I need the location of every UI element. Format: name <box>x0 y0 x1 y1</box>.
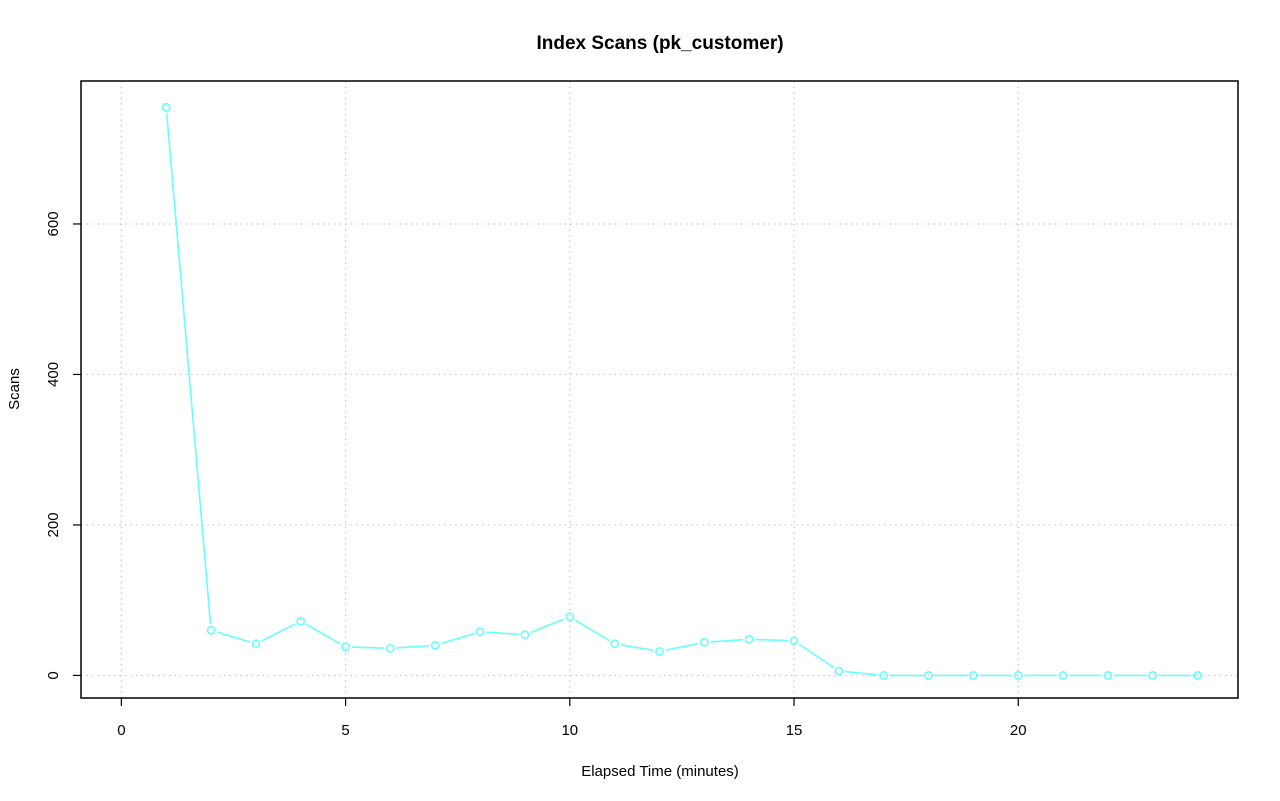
data-point <box>879 671 889 680</box>
chart-title: Index Scans (pk_customer) <box>536 33 783 54</box>
data-point <box>520 630 530 640</box>
series-line-segment <box>574 619 610 642</box>
data-point <box>386 643 395 653</box>
data-point <box>969 671 978 680</box>
data-point <box>475 627 485 637</box>
data-point <box>565 612 575 622</box>
data-point <box>699 637 709 647</box>
series-layer <box>161 102 1203 680</box>
series-line-segment <box>261 623 296 642</box>
y-axis-label: Scans <box>6 368 23 410</box>
data-point <box>296 616 306 626</box>
plot-frame <box>80 80 1239 699</box>
data-point <box>744 634 754 644</box>
data-point <box>834 666 844 676</box>
x-axis-label: Elapsed Time (minutes) <box>581 763 739 780</box>
data-point <box>1013 671 1023 680</box>
data-point <box>206 625 216 635</box>
series-line-segment <box>486 631 519 636</box>
series-line-segment <box>665 642 699 651</box>
series-line-segment <box>755 638 788 642</box>
data-point <box>789 636 799 646</box>
series-line-segment <box>710 638 744 643</box>
series-line-segment <box>440 632 475 645</box>
series-line-segment <box>396 644 430 649</box>
y-tick-label: 0 <box>45 671 62 679</box>
y-tick-label: 200 <box>45 512 62 537</box>
series-line-segment <box>305 623 341 645</box>
y-axis: 0 200 400 600 <box>45 211 81 680</box>
series-line-segment <box>351 646 385 649</box>
data-point <box>251 639 261 649</box>
y-tick-label: 400 <box>45 362 62 387</box>
x-tick-label: 20 <box>1010 722 1027 739</box>
data-point <box>1148 671 1158 680</box>
series-line-segment <box>844 670 878 676</box>
grid <box>81 81 1238 698</box>
series-line-segment <box>530 618 565 634</box>
series-line-segment <box>165 113 212 625</box>
data-point <box>1193 671 1203 680</box>
series-line-segment <box>798 643 835 669</box>
data-point <box>341 642 350 652</box>
data-point <box>1103 671 1113 680</box>
data-point <box>655 646 664 656</box>
data-point <box>610 639 620 649</box>
data-point <box>924 671 933 680</box>
data-point <box>430 640 440 650</box>
x-axis: 0 5 10 15 20 <box>117 698 1027 739</box>
x-tick-label: 5 <box>341 722 349 739</box>
x-tick-label: 15 <box>786 722 803 739</box>
series-line-segment <box>216 631 251 643</box>
series-line-segment <box>620 644 654 652</box>
x-tick-label: 10 <box>561 722 578 739</box>
y-tick-label: 600 <box>45 211 62 236</box>
data-point <box>161 102 171 112</box>
x-tick-label: 0 <box>117 722 125 739</box>
data-point <box>1058 671 1068 680</box>
